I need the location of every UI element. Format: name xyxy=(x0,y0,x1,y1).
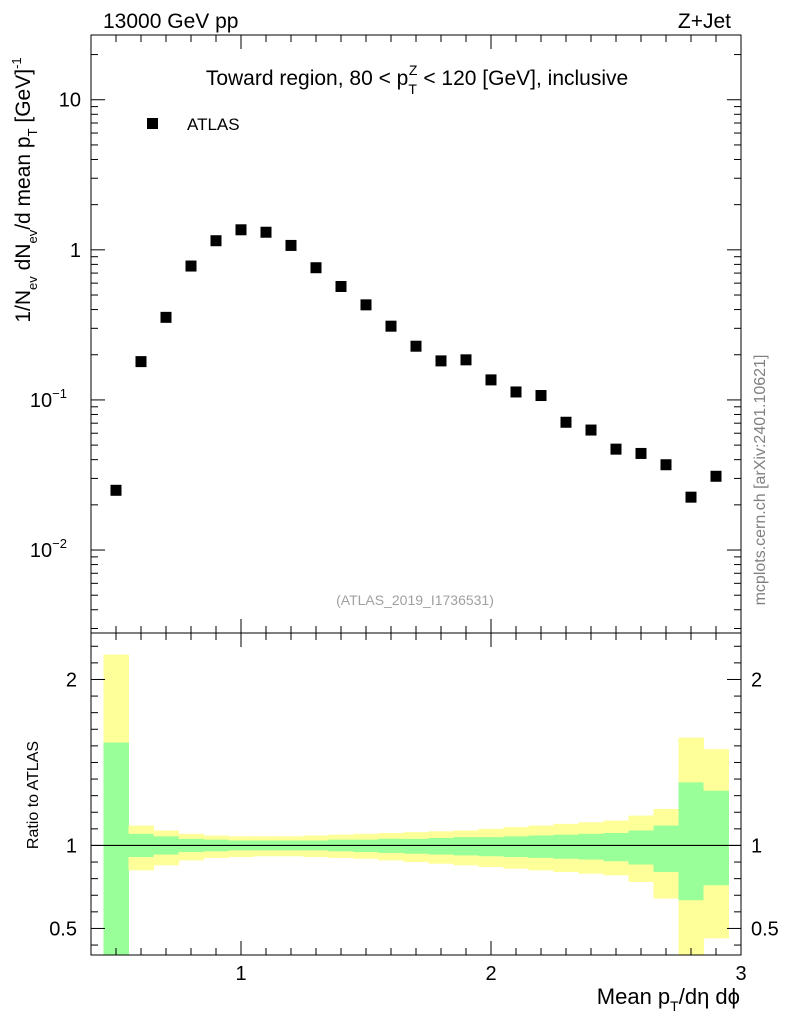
data-point xyxy=(385,320,397,332)
x-tick-label: 2 xyxy=(485,963,496,985)
data-point xyxy=(610,443,622,455)
ratio-ticks: 0.5 0.5 1 1 2 2 1 2 3 xyxy=(49,633,779,985)
header-process: Z+Jet xyxy=(678,10,731,33)
band-inner-bin xyxy=(403,838,429,854)
band-inner-bin xyxy=(428,837,454,855)
band-inner-bin xyxy=(103,742,129,955)
plot-title-sup: Z xyxy=(409,62,418,78)
ratio-y-tick-label-right: 2 xyxy=(751,669,762,691)
data-point xyxy=(260,226,272,238)
analysis-tag: (ATLAS_2019_I1736531) xyxy=(336,592,494,608)
ylabel-d-sup: -1 xyxy=(9,57,24,69)
data-point xyxy=(335,280,347,292)
band-inner-bin xyxy=(603,833,629,862)
data-point xyxy=(435,355,447,367)
data-point xyxy=(710,470,722,482)
y-tick-label: 1 xyxy=(70,240,81,262)
data-point xyxy=(685,491,697,503)
side-watermark: mcplots.cern.ch [arXiv:2401.10621] xyxy=(752,355,769,606)
ratio-y-tick-label-right: 0.5 xyxy=(751,918,779,940)
data-point xyxy=(110,484,122,496)
header-energy: 13000 GeV pp xyxy=(103,10,238,33)
band-inner-bin xyxy=(503,836,529,858)
x-tick-label: 3 xyxy=(735,963,746,985)
y-tick-exponent: −1 xyxy=(52,386,67,401)
band-inner-bin xyxy=(553,834,579,859)
xlabel-a-sub: T xyxy=(670,998,679,1014)
band-inner-bin xyxy=(628,830,654,865)
plot-title: Toward region, 80 < pTZ < 120 [GeV], inc… xyxy=(206,62,628,97)
ratio-y-tick-label: 0.5 xyxy=(49,918,77,940)
data-point xyxy=(210,235,222,247)
data-point xyxy=(185,260,197,272)
band-inner-bin xyxy=(653,825,679,873)
data-point xyxy=(160,311,172,323)
data-point xyxy=(560,416,572,428)
data-point xyxy=(535,390,547,402)
y-tick-label: 10−2 xyxy=(30,536,67,562)
ylabel-b: dN xyxy=(12,244,35,277)
y-axis-label: 1/Nev dNev/d mean pT [GeV]-1 xyxy=(9,57,40,322)
ylabel-a-sub: ev xyxy=(25,276,40,290)
ratio-y-axis-label: Ratio to ATLAS xyxy=(25,741,42,849)
plot-title-pre: Toward region, 80 < p xyxy=(206,67,409,90)
ratio-y-tick-label: 1 xyxy=(66,835,77,857)
y-tick-exponent: −2 xyxy=(52,536,67,551)
data-point xyxy=(585,424,597,436)
ratio-y-tick-label-right: 1 xyxy=(751,835,762,857)
data-point xyxy=(410,340,422,352)
ylabel-c: /d mean p xyxy=(12,136,35,229)
xlabel-b: /dη dϕ xyxy=(679,984,740,1009)
data-point xyxy=(460,354,472,366)
data-point xyxy=(485,374,497,386)
data-point xyxy=(635,447,647,459)
uncertainty-bands xyxy=(91,654,741,955)
legend-label: ATLAS xyxy=(187,115,240,134)
band-inner-bin xyxy=(578,833,604,860)
plot-title-post: < 120 [GeV], inclusive xyxy=(417,67,628,90)
x-axis-label: Mean pT/dη dϕ xyxy=(597,984,740,1014)
y-tick-base: 10 xyxy=(30,390,52,412)
data-point xyxy=(135,356,147,368)
y-tick-base: 10 xyxy=(30,540,52,562)
plot-title-sub: T xyxy=(408,81,417,97)
ylabel-b-sub: ev xyxy=(25,229,40,243)
band-inner-bin xyxy=(528,835,554,858)
band-inner-bin xyxy=(678,782,704,901)
data-point xyxy=(285,239,297,251)
ylabel-d: [GeV] xyxy=(12,69,35,129)
x-tick-label: 1 xyxy=(235,963,246,985)
y-tick-label: 10−1 xyxy=(30,386,67,412)
band-inner-bin xyxy=(703,790,729,886)
ratio-plot-frame xyxy=(90,632,742,956)
data-point xyxy=(660,459,672,471)
y-tick-label: 10 xyxy=(59,90,81,112)
ylabel-c-sub: T xyxy=(25,128,40,136)
data-points xyxy=(110,224,722,503)
data-point xyxy=(310,262,322,274)
ylabel-a: 1/N xyxy=(12,290,35,323)
data-point xyxy=(360,299,372,311)
band-inner-bin xyxy=(453,837,479,856)
band-inner-bin xyxy=(478,837,504,857)
legend-marker xyxy=(147,118,158,129)
data-point xyxy=(235,224,247,236)
xlabel-a: Mean p xyxy=(597,984,670,1009)
ratio-y-tick-label: 2 xyxy=(66,669,77,691)
data-point xyxy=(510,386,522,398)
